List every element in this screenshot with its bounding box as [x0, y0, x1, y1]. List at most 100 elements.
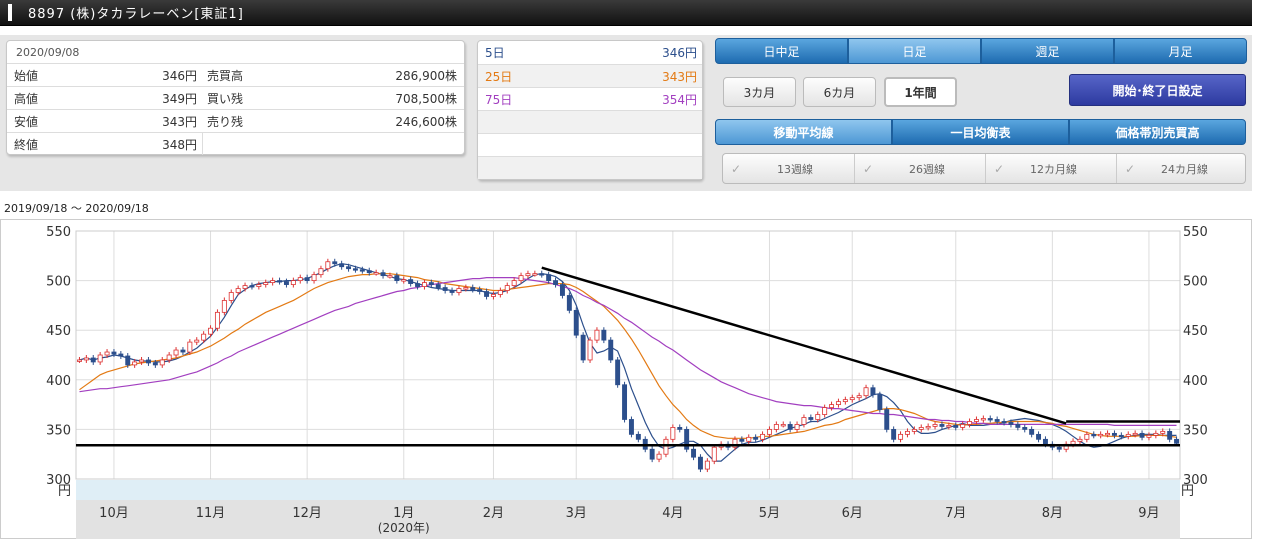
- xtick-label: 6月: [842, 506, 863, 521]
- value-volume: 286,900株: [395, 69, 457, 83]
- candle-body: [525, 273, 531, 277]
- candle-body: [815, 414, 821, 420]
- candle-body: [518, 275, 524, 281]
- ma-row: 5日 346円: [478, 41, 702, 63]
- value-margin-sell: 246,600株: [395, 115, 457, 129]
- plot-border: [75, 230, 1181, 480]
- candle-body: [939, 424, 945, 427]
- candle-body: [766, 428, 772, 435]
- range-1y-button[interactable]: 1年間: [884, 77, 957, 107]
- candle-body: [359, 269, 365, 272]
- range-3m-button[interactable]: 3カ月: [723, 77, 796, 107]
- check-24m[interactable]: ✓ 24カ月線: [1116, 154, 1246, 183]
- ma-75-value: 354円: [662, 93, 697, 107]
- xtick-label: 3月: [566, 506, 587, 521]
- candle-body: [801, 417, 807, 425]
- candle-body: [352, 268, 358, 271]
- candle-body: [787, 424, 793, 430]
- candle-body: [877, 394, 883, 410]
- candle-body: [587, 339, 593, 361]
- candle-body: [249, 285, 255, 288]
- candle-body: [987, 418, 993, 421]
- ytick-right: 450: [1183, 324, 1208, 339]
- tab-ichimoku[interactable]: 一目均衡表: [892, 119, 1069, 145]
- tab-daily[interactable]: 日足: [848, 38, 981, 64]
- ytick-left: 450: [46, 324, 71, 339]
- candle-body: [83, 357, 89, 361]
- xtick-label: 8月: [1042, 506, 1063, 521]
- candle-body: [822, 407, 828, 415]
- date-range-text: 2019/09/18 〜 2020/09/18: [4, 202, 149, 215]
- moving-average-box: 5日 346円 25日 343円 75日 354円: [477, 40, 703, 180]
- candle-body: [911, 428, 917, 432]
- tab-intraday[interactable]: 日中足: [715, 38, 848, 64]
- candle-body: [628, 419, 634, 435]
- tab-volume-profile[interactable]: 価格帯別売買高: [1069, 119, 1246, 145]
- ytick-right: 300: [1183, 473, 1208, 488]
- chart-grid: [75, 230, 1181, 480]
- ma-row-empty: [478, 156, 702, 179]
- ytick-right: 500: [1183, 275, 1208, 290]
- xtick-label: 7月: [945, 506, 966, 521]
- candle-body: [1139, 432, 1145, 438]
- candle-body: [490, 294, 496, 297]
- candle-body: [1160, 430, 1166, 434]
- candle-body: [111, 351, 117, 355]
- ma-row: 25日 343円: [478, 64, 702, 87]
- ytick-left: 350: [46, 423, 71, 438]
- candle-body: [263, 282, 269, 285]
- candle-body: [739, 438, 745, 442]
- candle-body: [228, 292, 234, 301]
- candle-body: [656, 453, 662, 460]
- candle-body: [1008, 422, 1014, 425]
- candle-body: [497, 290, 503, 295]
- candle-body: [1070, 440, 1076, 445]
- candle-body: [1056, 446, 1062, 450]
- tab-weekly[interactable]: 週足: [981, 38, 1114, 64]
- candle-body: [946, 425, 952, 428]
- tab-moving-average[interactable]: 移動平均線: [715, 119, 892, 145]
- candle-body: [553, 280, 559, 285]
- candle-body: [794, 424, 800, 430]
- candle-body: [1091, 433, 1097, 437]
- candle-body: [283, 281, 289, 285]
- candle-body: [780, 424, 786, 427]
- candle-body: [221, 300, 227, 313]
- date-range-setting-button[interactable]: 開始･終了日設定: [1069, 74, 1246, 106]
- quote-date: 2020/09/08: [16, 46, 80, 59]
- check-26w[interactable]: ✓ 26週線: [854, 154, 986, 183]
- tab-monthly[interactable]: 月足: [1114, 38, 1247, 64]
- candle-body: [380, 272, 386, 277]
- candle-body: [663, 438, 669, 455]
- candle-body: [863, 387, 869, 397]
- candle-body: [1132, 432, 1138, 436]
- candle-body: [870, 387, 876, 396]
- ma-5-value: 346円: [662, 46, 697, 60]
- candle-body: [1125, 433, 1131, 437]
- candle-body: [90, 357, 96, 363]
- xtick-label: 10月: [99, 506, 129, 521]
- xtick-label: 1月: [393, 506, 414, 521]
- candle-body: [504, 285, 510, 291]
- check-13w[interactable]: ✓ 13週線: [723, 154, 854, 183]
- candle-body: [760, 433, 766, 440]
- candle-body: [608, 339, 614, 361]
- candle-body: [290, 280, 296, 285]
- candle-body: [1174, 438, 1180, 444]
- yunit-left: 円: [58, 484, 71, 499]
- candle-body: [891, 428, 897, 440]
- candle-body: [346, 266, 352, 270]
- candle-body: [166, 354, 172, 361]
- stock-title: 8897 (株)タカラレーベン[東証1]: [28, 7, 244, 22]
- range-6m-button[interactable]: 6カ月: [803, 77, 876, 107]
- candle-body: [684, 428, 690, 450]
- candle-body: [601, 329, 607, 341]
- check-label: 12カ月線: [1030, 162, 1077, 176]
- label-open: 始値: [14, 69, 39, 83]
- candle-body: [835, 401, 841, 405]
- xaxis-label-band: [76, 500, 1180, 539]
- candle-body: [1084, 433, 1090, 440]
- check-12m[interactable]: ✓ 12カ月線: [985, 154, 1117, 183]
- candle-body: [428, 282, 434, 285]
- candles: [76, 258, 1180, 473]
